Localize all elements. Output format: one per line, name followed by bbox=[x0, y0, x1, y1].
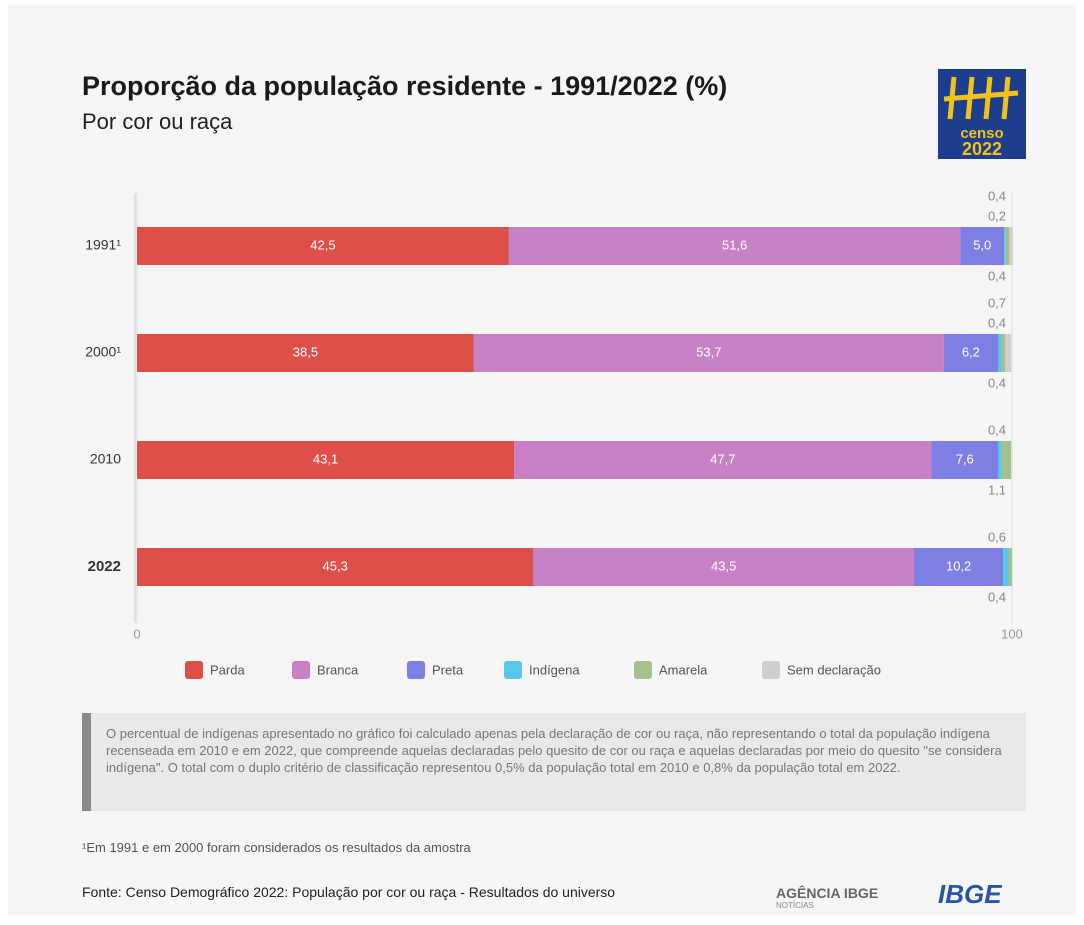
note-box: O percentual de indígenas apresentado no… bbox=[82, 713, 1026, 811]
ibge-logo: IBGE bbox=[938, 879, 1002, 909]
value-label: 38,5 bbox=[293, 344, 318, 359]
bar-segment bbox=[137, 334, 474, 372]
value-label: 43,1 bbox=[313, 451, 338, 466]
small-value-label: 0,4 bbox=[988, 375, 1006, 390]
legend-label: Indígena bbox=[529, 662, 580, 677]
chart: 0 100 1991¹ 42,5 51,6 5,0 0,2 0,4 0,4 2000¹ 38,5 53… bbox=[85, 188, 1023, 679]
bar-segment bbox=[533, 548, 914, 586]
legend-label: Amarela bbox=[659, 662, 708, 677]
value-label: 42,5 bbox=[310, 237, 335, 252]
small-value-label: 0,4 bbox=[988, 422, 1006, 437]
y-tick-label: 2000¹ bbox=[85, 344, 121, 360]
legend-label: Parda bbox=[210, 662, 245, 677]
chart-subtitle: Por cor ou raça bbox=[82, 109, 233, 134]
bar-segment bbox=[514, 441, 932, 479]
value-label: 7,6 bbox=[956, 451, 974, 466]
legend-label: Preta bbox=[432, 662, 464, 677]
bar-segment bbox=[1005, 227, 1010, 265]
note-accent bbox=[82, 713, 91, 811]
legend-swatch bbox=[292, 661, 310, 679]
censo-logo: censo 2022 bbox=[938, 69, 1026, 159]
x-tick-label: 0 bbox=[133, 626, 140, 641]
bar-segment bbox=[943, 334, 998, 372]
bar-segment bbox=[914, 548, 1004, 586]
value-label: 45,3 bbox=[323, 558, 348, 573]
small-value-label: 0,6 bbox=[988, 529, 1006, 544]
y-tick-label: 2010 bbox=[90, 451, 121, 467]
legend-swatch bbox=[504, 661, 522, 679]
logo-text: censo bbox=[960, 125, 1004, 142]
small-value-label: 0,4 bbox=[988, 268, 1006, 283]
x-tick-label: 100 bbox=[1001, 626, 1023, 641]
small-value-label: 0,4 bbox=[988, 188, 1006, 203]
page: Proporção da população residente - 1991/… bbox=[8, 5, 1076, 915]
bar-segment bbox=[931, 441, 998, 479]
bar-segment bbox=[1003, 548, 1009, 586]
y-tick-label: 1991¹ bbox=[85, 237, 121, 253]
bar-segment bbox=[137, 441, 515, 479]
source: Fonte: Censo Demográfico 2022: População… bbox=[82, 884, 616, 900]
bar-segment bbox=[137, 548, 534, 586]
y-tick-label: 2022 bbox=[88, 558, 121, 575]
small-value-label: 0,4 bbox=[988, 315, 1006, 330]
footnote: ¹Em 1991 e em 2000 foram considerados os… bbox=[82, 840, 471, 855]
legend-swatch bbox=[407, 661, 425, 679]
bar-segment bbox=[1004, 227, 1006, 265]
bar-segment bbox=[1001, 334, 1005, 372]
legend-label: Branca bbox=[317, 662, 359, 677]
chart-title: Proporção da população residente - 1991/… bbox=[82, 71, 728, 101]
bar-segment bbox=[473, 334, 944, 372]
bar-segment bbox=[1005, 334, 1012, 372]
legend-swatch bbox=[185, 661, 203, 679]
logo-year: 2022 bbox=[961, 139, 1003, 159]
legend-label: Sem declaração bbox=[787, 662, 881, 677]
agencia-logo: AGÊNCIA IBGE bbox=[776, 885, 879, 901]
bar-segment bbox=[998, 441, 1002, 479]
bar-segment bbox=[137, 227, 509, 265]
logo-marks bbox=[943, 76, 1019, 120]
note-text: O percentual de indígenas apresentado no… bbox=[106, 726, 1002, 775]
small-value-label: 1,1 bbox=[988, 482, 1006, 497]
value-label: 51,6 bbox=[722, 237, 747, 252]
bar-segment bbox=[1009, 227, 1013, 265]
small-value-label: 0,4 bbox=[988, 589, 1006, 604]
value-label: 6,2 bbox=[962, 344, 980, 359]
legend-swatch bbox=[762, 661, 780, 679]
bar-segment bbox=[1008, 548, 1012, 586]
noticias-logo: NOTÍCIAS bbox=[776, 901, 814, 910]
value-label: 10,2 bbox=[946, 558, 971, 573]
small-value-label: 0,2 bbox=[988, 208, 1006, 223]
value-label: 5,0 bbox=[973, 237, 991, 252]
bar-segment bbox=[1001, 441, 1012, 479]
bar-segment bbox=[998, 334, 1002, 372]
bar-segment bbox=[508, 227, 961, 265]
value-label: 47,7 bbox=[710, 451, 735, 466]
bar-segment bbox=[960, 227, 1005, 265]
legend-swatch bbox=[634, 661, 652, 679]
value-label: 43,5 bbox=[711, 558, 736, 573]
small-value-label: 0,7 bbox=[988, 295, 1006, 310]
value-label: 53,7 bbox=[696, 344, 721, 359]
